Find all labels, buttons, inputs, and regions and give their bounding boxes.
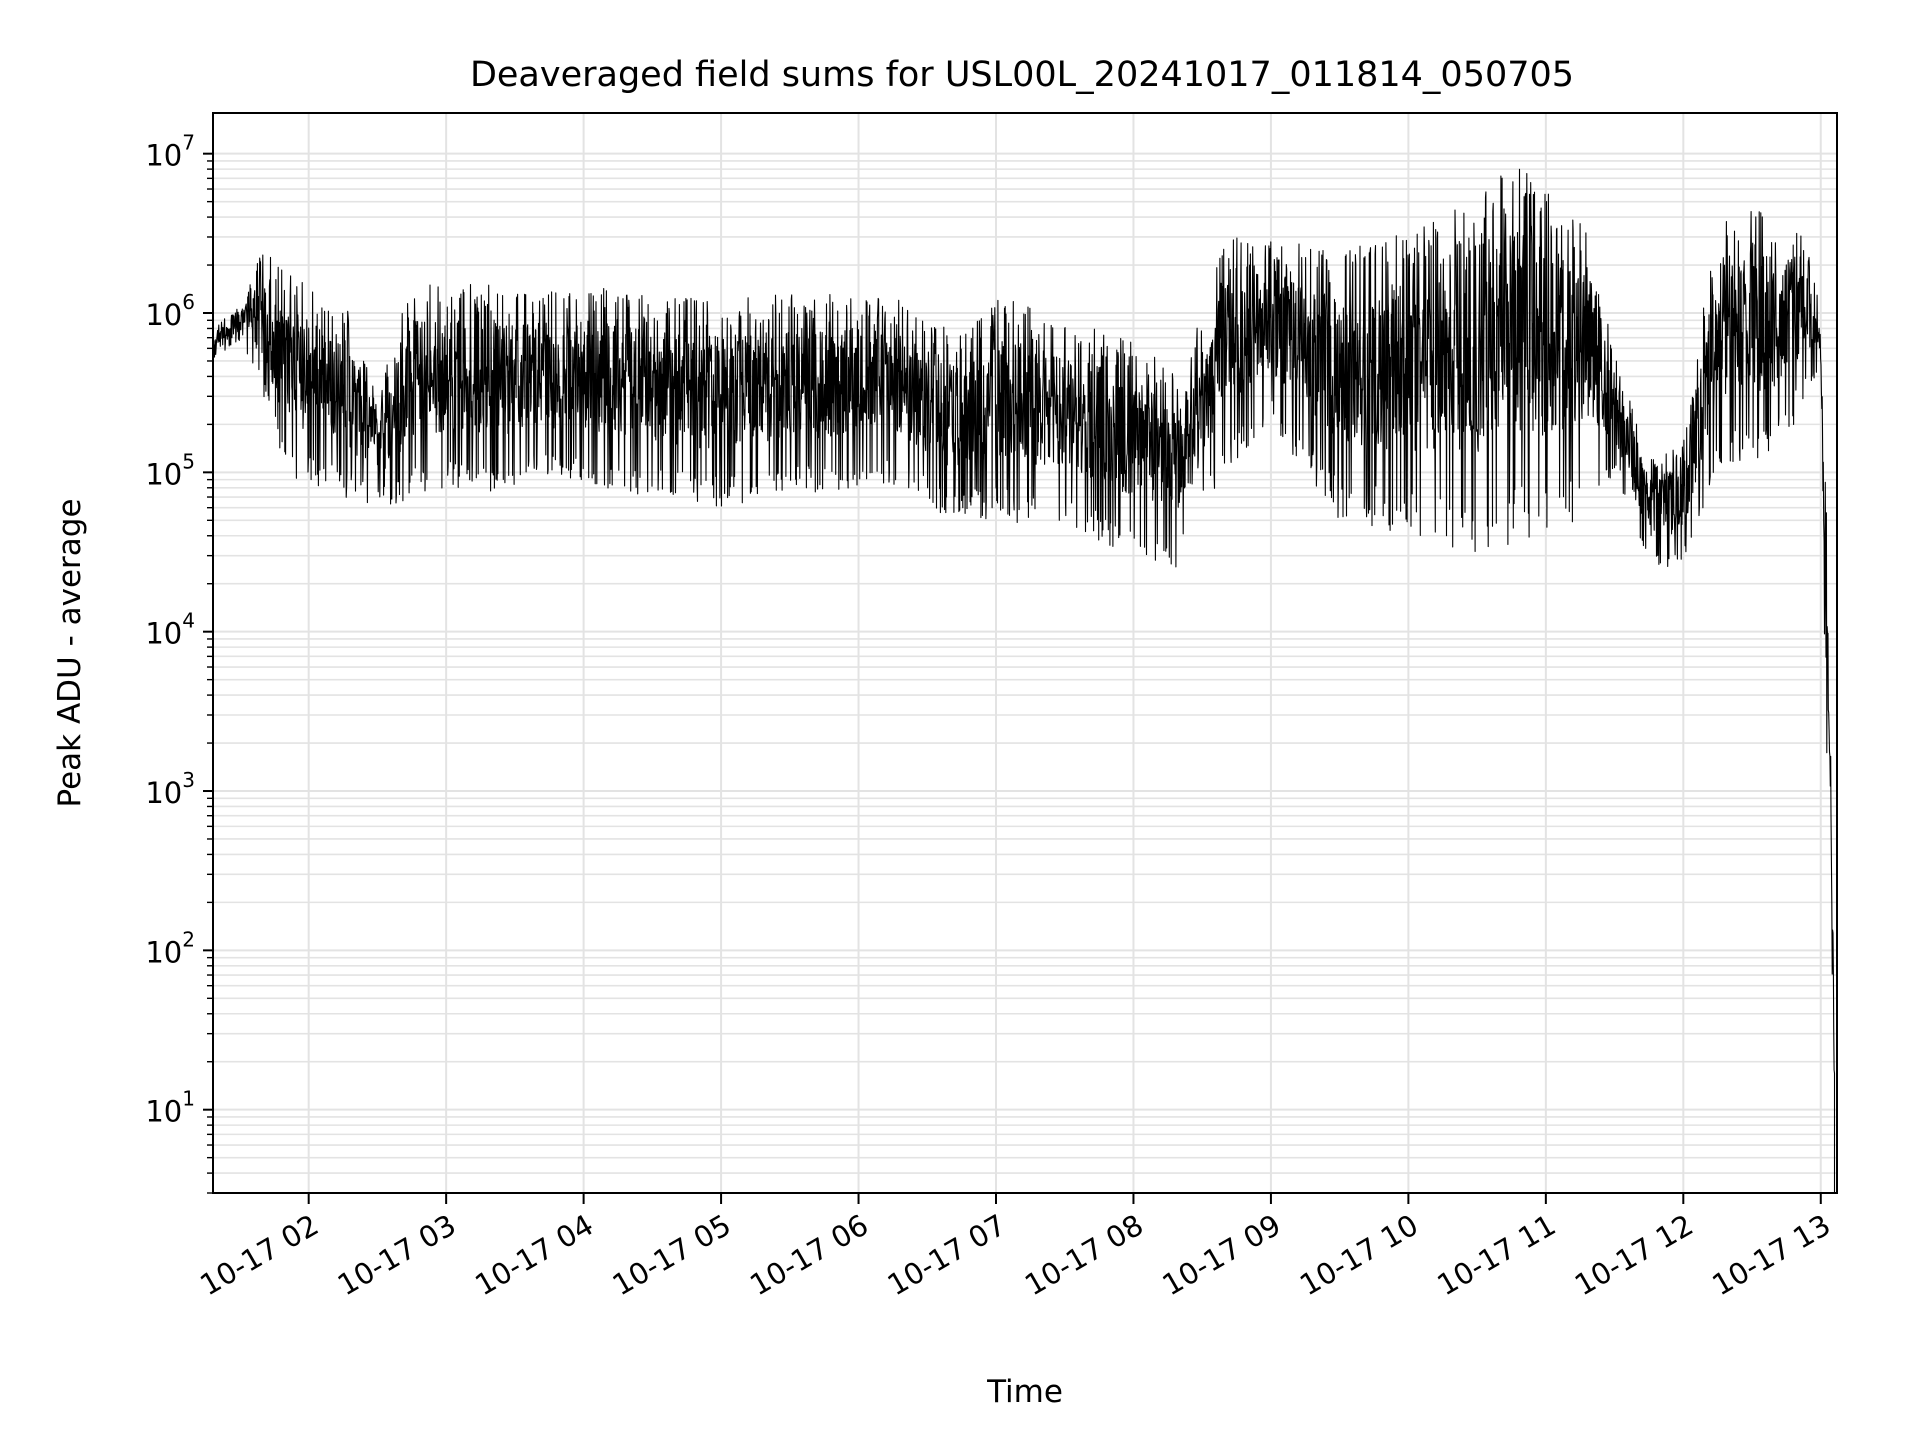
y-tick-label: 102: [145, 927, 195, 969]
y-tick-label: 106: [145, 290, 195, 332]
x-axis-label: Time: [986, 1374, 1063, 1410]
plot-frame: [212, 112, 1838, 1194]
y-tick-label: 107: [145, 131, 195, 173]
series-line-group: [212, 168, 1836, 1192]
y-axis-label: Peak ADU - average: [52, 498, 88, 807]
series-line: [212, 168, 1836, 1192]
chart-title: Deaveraged field sums for USL00L_2024101…: [470, 55, 1574, 95]
y-tick-label: 105: [145, 449, 195, 491]
y-tick-label: 104: [145, 609, 195, 651]
y-tick-label: 101: [145, 1087, 195, 1129]
y-tick-label: 103: [145, 768, 195, 810]
grid-lines: [213, 113, 1837, 1194]
